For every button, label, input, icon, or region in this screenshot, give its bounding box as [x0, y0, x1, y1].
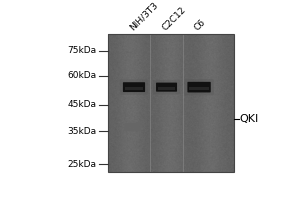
Text: 25kDa: 25kDa — [68, 160, 97, 169]
Text: NIH/3T3: NIH/3T3 — [128, 1, 159, 32]
Text: 45kDa: 45kDa — [68, 100, 97, 109]
Text: C6: C6 — [193, 18, 208, 32]
Text: 75kDa: 75kDa — [68, 46, 97, 55]
Text: QKI: QKI — [240, 114, 259, 124]
Text: 35kDa: 35kDa — [68, 127, 97, 136]
Text: 60kDa: 60kDa — [68, 71, 97, 80]
Text: C2C12: C2C12 — [160, 5, 188, 32]
